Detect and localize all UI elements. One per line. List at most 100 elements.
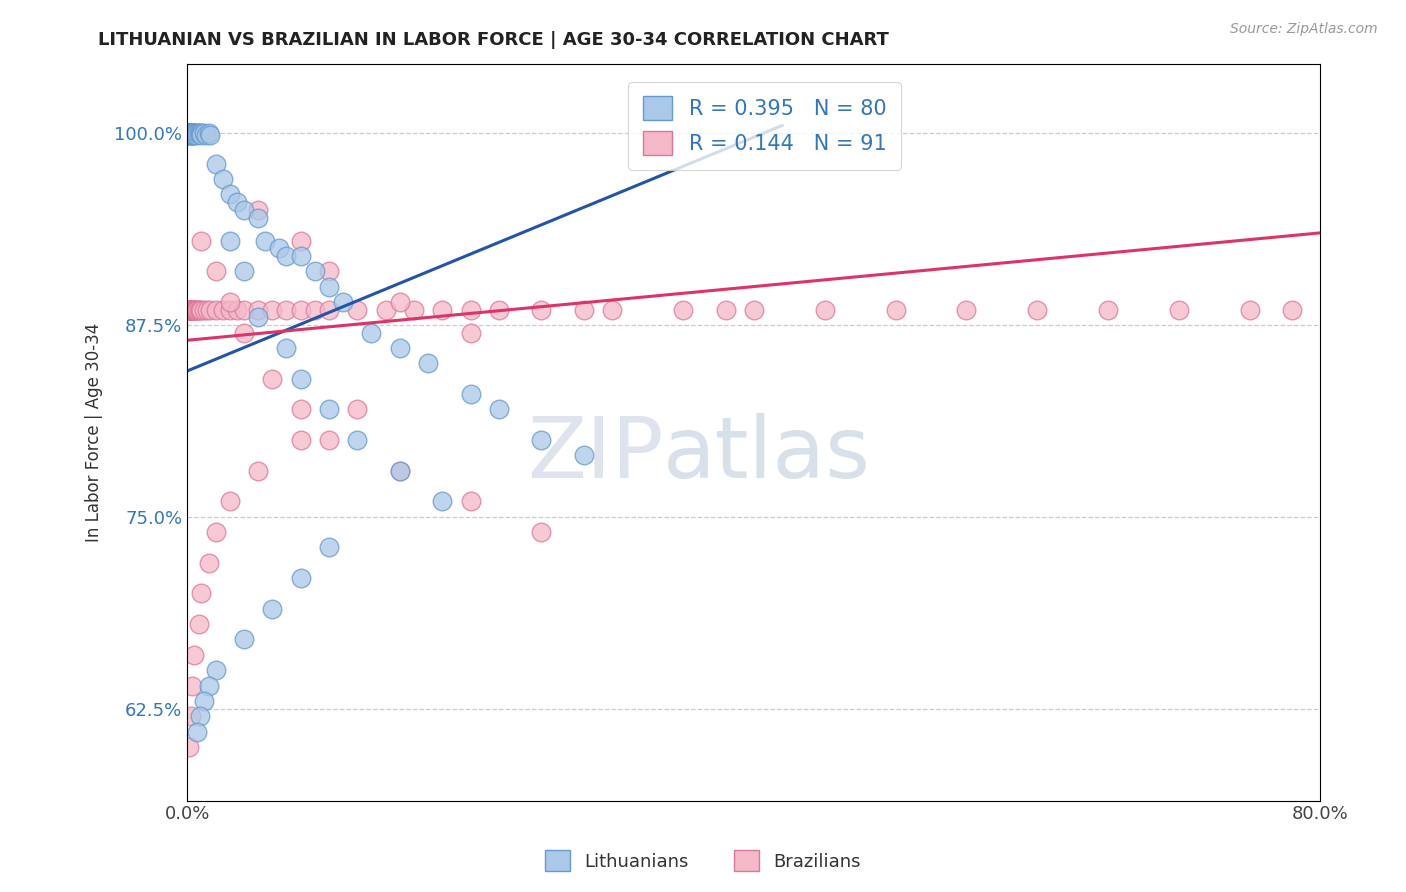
Point [188,302,211,317]
Point [530,433,553,447]
Point [193,302,215,317]
Point [211,302,233,317]
Point [388,464,411,478]
Point [179,739,201,754]
Point [1026,302,1049,317]
Point [180,126,202,140]
Point [179,302,201,317]
Point [176,302,198,317]
Point [225,195,247,210]
Point [530,302,553,317]
Point [360,326,382,340]
Point [180,126,202,140]
Point [247,211,270,225]
Point [177,302,200,317]
Point [180,126,202,140]
Point [179,126,201,140]
Point [1097,302,1119,317]
Point [176,126,198,140]
Point [198,128,221,142]
Point [176,302,198,317]
Point [176,302,198,317]
Point [318,279,340,293]
Point [176,126,198,140]
Point [187,126,209,140]
Point [460,326,482,340]
Point [183,648,205,662]
Point [180,126,202,140]
Point [572,448,595,462]
Point [204,264,226,278]
Point [218,234,240,248]
Point [177,302,200,317]
Point [197,679,219,693]
Point [262,302,284,317]
Point [177,126,200,140]
Point [194,128,217,142]
Point [179,128,201,142]
Text: LITHUANIAN VS BRAZILIAN IN LABOR FORCE | AGE 30-34 CORRELATION CHART: LITHUANIAN VS BRAZILIAN IN LABOR FORCE |… [98,31,890,49]
Point [190,128,212,142]
Point [955,302,977,317]
Point [1167,302,1189,317]
Point [176,126,198,140]
Point [176,126,198,140]
Point [276,249,298,263]
Text: ZIP: ZIP [527,413,664,496]
Point [177,302,200,317]
Point [218,187,240,202]
Point [269,241,291,255]
Point [204,525,226,540]
Point [276,302,298,317]
Point [304,264,326,278]
Point [290,302,312,317]
Point [714,302,737,317]
Point [190,586,212,600]
Point [180,126,202,140]
Point [262,602,284,616]
Point [184,302,207,317]
Point [318,541,340,555]
Point [177,126,200,140]
Point [814,302,837,317]
Point [176,302,198,317]
Point [247,302,270,317]
Point [346,433,368,447]
Point [176,126,198,140]
Point [460,387,482,401]
Point [186,302,208,317]
Point [204,302,226,317]
Point [318,433,340,447]
Point [742,302,765,317]
Point [181,302,204,317]
Point [460,302,482,317]
Point [388,294,411,309]
Point [290,234,312,248]
Point [254,234,277,248]
Point [181,126,204,140]
Point [247,310,270,325]
Point [184,302,207,317]
Point [402,302,425,317]
Point [186,724,208,739]
Point [530,525,553,540]
Point [184,128,207,142]
Point [179,128,201,142]
Point [488,302,510,317]
Point [247,202,270,217]
Point [290,249,312,263]
Point [318,264,340,278]
Point [186,126,208,140]
Point [179,126,201,140]
Point [388,464,411,478]
Legend: Lithuanians, Brazilians: Lithuanians, Brazilians [537,843,869,879]
Point [187,617,209,632]
Point [232,264,254,278]
Point [183,126,205,140]
Text: atlas: atlas [664,413,872,496]
Point [346,402,368,417]
Point [193,694,215,708]
Point [190,234,212,248]
Point [195,302,218,317]
Point [183,302,205,317]
